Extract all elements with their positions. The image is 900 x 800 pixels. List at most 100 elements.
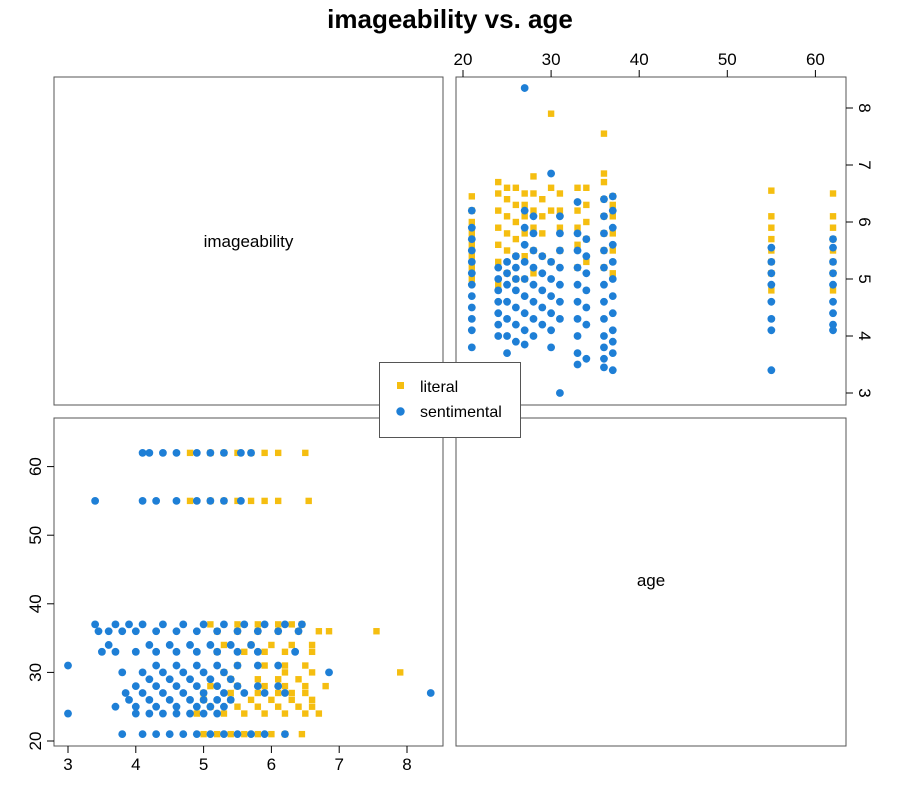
point-literal — [495, 281, 502, 288]
diagonal-label-imageability: imageability — [204, 232, 294, 251]
point-literal — [298, 730, 306, 738]
point-sentimental — [233, 647, 242, 656]
point-sentimental — [467, 303, 476, 312]
point-sentimental — [529, 246, 538, 255]
point-sentimental — [186, 641, 194, 649]
point-literal — [574, 224, 581, 231]
point-sentimental — [767, 366, 776, 375]
point-literal — [503, 213, 511, 220]
point-sentimental — [494, 320, 503, 329]
point-sentimental — [511, 303, 520, 312]
panel-bottom-right-frame — [455, 417, 847, 747]
point-literal — [254, 689, 262, 697]
point-literal — [274, 676, 282, 683]
top-tick-label-age: 40 — [630, 50, 649, 69]
point-sentimental — [213, 661, 222, 670]
point-sentimental — [118, 627, 127, 636]
point-sentimental — [274, 627, 283, 636]
point-literal — [829, 287, 837, 294]
point-sentimental — [159, 689, 167, 697]
point-sentimental — [582, 269, 591, 278]
point-sentimental — [192, 647, 201, 656]
point-sentimental — [556, 229, 564, 238]
point-sentimental — [138, 689, 147, 697]
point-literal — [503, 247, 511, 254]
point-literal — [254, 730, 262, 738]
point-literal — [315, 710, 323, 717]
point-literal — [261, 682, 268, 690]
point-literal — [254, 676, 262, 683]
legend-sentimental-swatch — [396, 407, 405, 416]
point-literal — [468, 230, 476, 237]
y-tick-label-age: 50 — [26, 526, 45, 545]
point-literal — [574, 184, 581, 191]
point-literal — [186, 497, 194, 505]
point-literal — [583, 218, 590, 226]
point-sentimental — [600, 212, 608, 221]
point-literal — [539, 230, 546, 237]
point-sentimental — [511, 286, 520, 295]
point-sentimental — [547, 169, 555, 178]
point-sentimental — [494, 286, 503, 295]
point-literal — [495, 258, 502, 266]
point-sentimental — [608, 258, 617, 266]
point-sentimental — [172, 682, 181, 691]
point-literal — [512, 201, 520, 209]
point-sentimental — [600, 315, 608, 323]
point-sentimental — [520, 340, 529, 349]
right-tick-label-imageability: 4 — [855, 331, 874, 340]
point-sentimental — [503, 258, 511, 266]
point-sentimental — [511, 320, 520, 329]
point-literal — [186, 449, 194, 457]
point-sentimental — [145, 641, 154, 649]
y-tick-label-age: 60 — [26, 457, 45, 476]
panel-bottom-left-frame — [53, 417, 444, 747]
point-sentimental — [829, 280, 837, 289]
point-sentimental — [274, 682, 283, 691]
point-literal — [512, 235, 520, 243]
point-sentimental — [186, 675, 194, 684]
point-sentimental — [192, 497, 201, 505]
point-literal — [288, 689, 295, 697]
point-sentimental — [547, 258, 555, 266]
point-sentimental — [236, 497, 245, 505]
point-sentimental — [213, 647, 222, 656]
point-sentimental — [260, 620, 269, 629]
point-literal — [254, 703, 262, 710]
point-sentimental — [503, 332, 511, 340]
point-sentimental — [138, 448, 147, 457]
point-sentimental — [131, 702, 140, 711]
point-literal — [315, 628, 323, 635]
point-sentimental — [494, 275, 503, 283]
point-sentimental — [767, 315, 776, 323]
point-literal — [268, 730, 275, 738]
point-literal — [468, 264, 476, 271]
point-literal — [530, 190, 537, 197]
point-literal — [213, 730, 221, 738]
x-tick-label-imageability: 6 — [267, 755, 276, 774]
point-literal — [247, 497, 255, 505]
point-sentimental — [503, 315, 511, 323]
point-sentimental — [152, 702, 161, 711]
point-sentimental — [325, 668, 333, 677]
right-tick-label-imageability: 3 — [855, 388, 874, 397]
point-sentimental — [494, 332, 503, 340]
point-sentimental — [573, 246, 582, 255]
point-sentimental — [98, 647, 106, 656]
point-literal — [241, 648, 248, 656]
point-sentimental — [829, 243, 837, 252]
point-sentimental — [118, 668, 127, 677]
point-sentimental — [467, 343, 476, 352]
point-sentimental — [520, 326, 529, 335]
point-literal — [281, 662, 289, 669]
point-sentimental — [145, 709, 154, 718]
point-sentimental — [767, 243, 776, 252]
point-literal — [234, 703, 241, 710]
point-literal — [281, 682, 289, 690]
point-literal — [495, 190, 502, 197]
point-sentimental — [829, 235, 837, 244]
point-sentimental — [233, 627, 242, 636]
point-sentimental — [494, 309, 503, 318]
point-literal — [302, 449, 309, 457]
